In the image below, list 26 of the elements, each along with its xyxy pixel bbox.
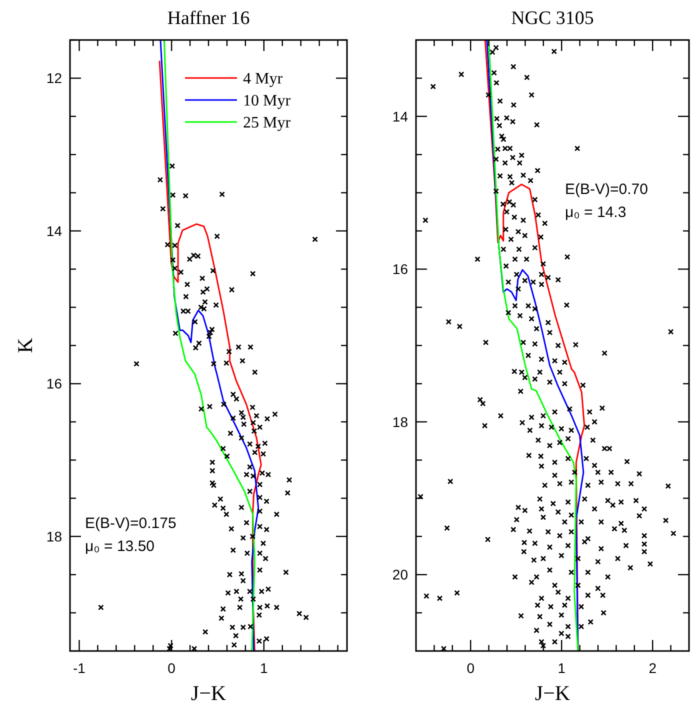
y-tick-label: 14 [392,108,408,124]
legend-label: 10 Myr [243,92,292,110]
chart-title: Haffner 16 [167,8,250,29]
legend-label: 4 Myr [243,70,284,88]
chart-title: NGC 3105 [511,8,594,29]
y-tick-label: 20 [392,566,408,583]
annotation: μ₀ = 13.50 [85,538,154,555]
x-tick-label: 0 [168,660,176,676]
y-tick-label: 14 [46,222,62,239]
legend-label: 25 Myr [243,114,292,132]
y-tick-label: 12 [46,70,62,86]
annotation: E(B-V)=0.175 [85,515,176,532]
x-tick-label: 1 [260,660,268,676]
x-tick-label: 1 [558,660,566,676]
x-tick-label: -1 [73,660,86,676]
y-tick-label: 16 [392,261,408,278]
y-tick-label: 18 [46,528,62,544]
x-axis-title: J−K [190,681,226,705]
annotation: E(B-V)=0.70 [565,181,648,198]
x-axis-title: J−K [534,681,570,705]
y-axis-title: K [13,338,37,354]
x-tick-label: 0 [466,660,475,676]
annotation: μ₀ = 14.3 [565,204,626,221]
y-tick-label: 16 [46,376,62,392]
x-tick-label: 2 [648,660,657,676]
y-tick-label: 18 [392,414,408,430]
